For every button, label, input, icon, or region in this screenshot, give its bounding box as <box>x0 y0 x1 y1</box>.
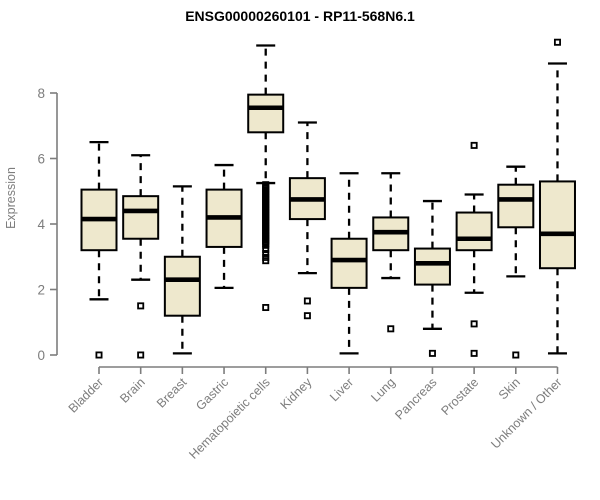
x-category-label: Kidney <box>278 375 315 412</box>
chart-title: ENSG00000260101 - RP11-568N6.1 <box>185 8 415 24</box>
iqr-box <box>497 183 535 229</box>
x-category-label: Pancreas <box>392 375 439 422</box>
plot-area: 0 2 4 6 8 Bladder Brain Breast GastricHematopoie… <box>37 38 576 462</box>
y-tick-label: 0 <box>37 348 45 363</box>
outlier-point <box>137 351 145 359</box>
x-category-label: Lung <box>368 375 398 405</box>
x-category-label: Bladder <box>66 375 106 415</box>
outlier-point <box>95 351 103 359</box>
x-category-label: Liver <box>327 375 356 404</box>
box-group-kidney <box>288 121 326 320</box>
outlier-point <box>262 304 270 312</box>
iqr-box <box>538 180 576 270</box>
box-group-breast <box>163 185 201 355</box>
x-category-label: Skin <box>496 375 523 402</box>
box-group-pancreas <box>413 199 451 357</box>
x-category-label: Breast <box>154 375 190 411</box>
box-group-hematopoietic-cells <box>247 44 285 312</box>
box-group-lung <box>372 172 410 333</box>
outlier-point <box>512 351 520 359</box>
iqr-box <box>330 237 368 289</box>
outlier-point <box>137 302 145 310</box>
box-group-brain <box>122 154 160 359</box>
y-tick-label: 4 <box>37 217 45 232</box>
outlier-point <box>262 246 270 254</box>
x-category-label: Hematopoietic cells <box>186 375 273 462</box>
iqr-box <box>413 247 451 286</box>
x-category-label: Brain <box>117 375 148 406</box>
outlier-point <box>303 312 311 320</box>
box-group-gastric <box>205 163 243 290</box>
box-group-unknown-other <box>538 38 576 355</box>
y-axis-title: Expression <box>4 167 18 229</box>
outlier-point <box>470 320 478 328</box>
x-category-label: Prostate <box>438 375 481 418</box>
x-category-label: Gastric <box>193 375 231 413</box>
outlier-point <box>262 249 270 257</box>
iqr-box <box>455 211 493 252</box>
outlier-point <box>303 297 311 305</box>
y-tick-label: 2 <box>37 283 45 298</box>
y-tick-label: 6 <box>37 152 45 167</box>
iqr-box <box>163 255 201 317</box>
y-tick-label: 8 <box>37 86 45 101</box>
outlier-point <box>262 257 270 265</box>
iqr-box <box>122 195 160 240</box>
box-group-prostate <box>455 141 493 357</box>
box-group-skin <box>497 165 535 359</box>
box-group-liver <box>330 172 368 355</box>
outlier-point <box>262 241 270 249</box>
outlier-point <box>470 141 478 149</box>
outlier-point <box>470 349 478 357</box>
outlier-point <box>428 349 436 357</box>
iqr-box <box>247 93 285 134</box>
outlier-point <box>553 38 561 46</box>
outlier-point <box>387 325 395 333</box>
box-group-bladder <box>80 140 118 359</box>
x-category-label: Unknown / Other <box>488 375 564 451</box>
